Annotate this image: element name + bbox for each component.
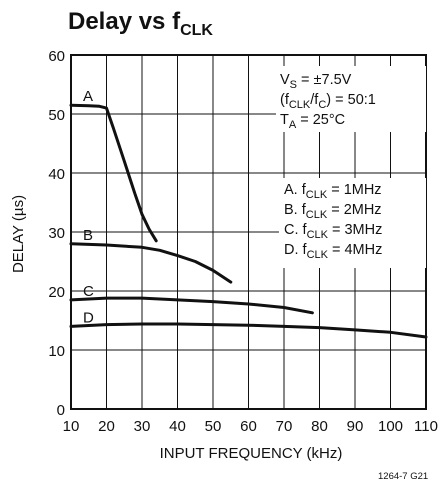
y-axis-label: DELAY (µs) [10,195,27,273]
curve-d [69,322,428,339]
condition-ta: TA = 25°C [280,112,345,131]
curve-label-c: C [83,283,94,300]
curve-label-d: D [83,309,94,326]
figure-id: 1264-7 G21 [378,471,428,482]
legend-background [279,178,426,268]
legend-entry: A. fCLK = 1MHz [284,182,382,201]
y-tick-label: 10 [48,343,65,360]
x-axis-label: INPUT FREQUENCY (kHz) [160,445,343,462]
x-tick-label: 60 [240,418,257,435]
y-tick-label: 40 [48,166,65,183]
y-tick-label: 50 [48,107,65,124]
legend-entry: D. fCLK = 4MHz [284,242,382,261]
chart-title-subscript: CLK [180,22,213,39]
chart-title-main: Delay vs f [68,8,181,35]
x-tick-label: 100 [378,418,403,435]
x-tick-label: 110 [414,418,438,435]
y-tick-label: 20 [48,284,65,301]
condition-vs: VS = ±7.5V [280,72,352,91]
y-tick-label: 30 [48,225,65,242]
legend-entry: C. fCLK = 3MHz [284,222,382,241]
condition-ratio: (fCLK/fC) = 50:1 [280,92,376,111]
legend-entry: B. fCLK = 2MHz [284,202,382,221]
y-tick-labels: 0 10 20 30 40 50 60 [48,48,65,419]
y-tick-label: 0 [57,402,65,419]
y-tick-label: 60 [48,48,65,65]
curves [69,103,428,339]
x-tick-label: 80 [311,418,328,435]
curve-a [69,103,158,243]
x-tick-label: 40 [169,418,186,435]
chart-title: Delay vs fCLK [68,8,213,39]
x-tick-label: 20 [98,418,115,435]
conditions-background [276,66,426,132]
x-tick-label: 50 [205,418,222,435]
curve-label-a: A [83,88,93,105]
x-tick-label: 10 [63,418,80,435]
curve-b [69,242,233,284]
x-tick-label: 90 [347,418,364,435]
x-tick-label: 70 [276,418,293,435]
curve-letters: A B CD [83,88,94,326]
curve-c [69,296,314,315]
x-tick-label: 30 [134,418,151,435]
curve-label-b: B [83,227,93,244]
x-tick-labels: 10 20 30 40 50 60 70 80 90 100 110 [63,418,438,435]
